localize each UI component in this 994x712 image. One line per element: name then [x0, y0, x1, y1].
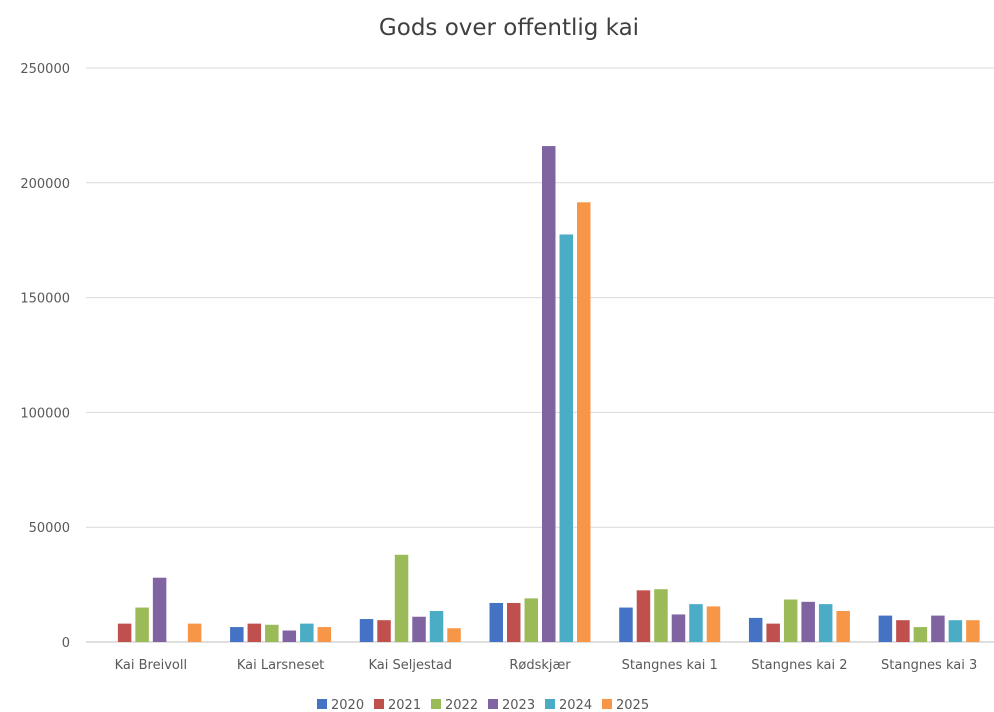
bar-2021-1 — [247, 623, 262, 642]
x-tick-label: Stangnes kai 2 — [751, 658, 847, 673]
bar-2024-6 — [948, 620, 963, 642]
legend-label-2020: 2020 — [331, 698, 364, 712]
x-tick-label: Rødskjær — [509, 658, 571, 673]
x-tick-label: Stangnes kai 3 — [881, 658, 977, 673]
bar-2025-4 — [706, 606, 721, 642]
legend-swatch-2025 — [602, 699, 612, 709]
bar-2024-2 — [429, 611, 444, 642]
bar-2023-3 — [542, 146, 556, 642]
bar-2021-3 — [507, 602, 521, 642]
bar-2020-4 — [619, 607, 633, 642]
x-tick-label: Stangnes kai 1 — [622, 658, 718, 673]
bar-2021-5 — [766, 623, 780, 642]
bar-2025-3 — [577, 202, 591, 643]
bar-2020-5 — [748, 617, 763, 642]
legend-swatch-2022 — [431, 699, 441, 709]
bar-2022-1 — [265, 624, 279, 642]
bar-2024-5 — [818, 604, 833, 642]
bar-2020-1 — [230, 627, 244, 642]
bar-2023-4 — [671, 614, 686, 642]
chart-title: Gods over offentlig kai — [379, 15, 639, 41]
x-tick-label: Kai Larsneset — [237, 658, 324, 673]
bar-2020-3 — [489, 602, 503, 642]
legend-swatch-2020 — [317, 699, 327, 709]
legend-swatch-2023 — [488, 699, 498, 709]
x-tick-label: Kai Seljestad — [368, 658, 452, 673]
bar-2021-0 — [117, 623, 132, 642]
bar-2023-1 — [282, 630, 297, 642]
bar-2020-6 — [878, 615, 893, 642]
bar-2021-6 — [896, 620, 910, 642]
bar-2021-2 — [377, 620, 391, 642]
y-tick-label: 100000 — [20, 406, 70, 421]
legend: 2020 2021 2022 2023 2024 2025 — [317, 698, 649, 712]
bar-2024-4 — [689, 604, 703, 642]
bar-2025-6 — [966, 620, 980, 642]
bar-2022-2 — [394, 554, 409, 642]
bar-2025-1 — [317, 627, 332, 642]
legend-label-2023: 2023 — [502, 698, 535, 712]
legend-label-2025: 2025 — [616, 698, 649, 712]
bar-2023-5 — [801, 601, 815, 642]
bar-2023-2 — [412, 616, 426, 642]
bar-2025-0 — [187, 623, 202, 642]
bar-2024-1 — [300, 623, 314, 642]
bar-2020-2 — [359, 619, 374, 642]
bar-2022-0 — [135, 607, 149, 642]
bar-2022-6 — [913, 627, 928, 642]
y-axis-tick-labels: 0 50000 100000 150000 200000 250000 — [20, 62, 70, 651]
bar-2021-4 — [636, 590, 651, 642]
bar-2024-3 — [559, 234, 573, 642]
legend-label-2022: 2022 — [445, 698, 478, 712]
bar-2025-5 — [836, 611, 850, 642]
bar-2023-6 — [931, 615, 945, 642]
x-tick-label: Kai Breivoll — [115, 658, 187, 673]
y-tick-label: 0 — [62, 636, 70, 651]
bar-2022-5 — [783, 599, 798, 642]
legend-label-2024: 2024 — [559, 698, 592, 712]
y-tick-label: 250000 — [20, 62, 70, 77]
bar-2025-2 — [447, 628, 461, 642]
bars — [117, 146, 980, 643]
gridlines — [86, 67, 994, 643]
y-tick-label: 50000 — [29, 521, 70, 536]
legend-swatch-2024 — [545, 699, 555, 709]
legend-swatch-2021 — [374, 699, 384, 709]
x-axis-tick-labels: Kai Breivoll Kai Larsneset Kai Seljestad Rø… — [115, 658, 978, 673]
y-tick-label: 150000 — [20, 292, 70, 307]
bar-2023-0 — [152, 577, 167, 642]
legend-label-2021: 2021 — [388, 698, 421, 712]
bar-2022-3 — [524, 598, 538, 642]
bar-2022-4 — [654, 589, 668, 642]
y-tick-label: 200000 — [20, 177, 70, 192]
